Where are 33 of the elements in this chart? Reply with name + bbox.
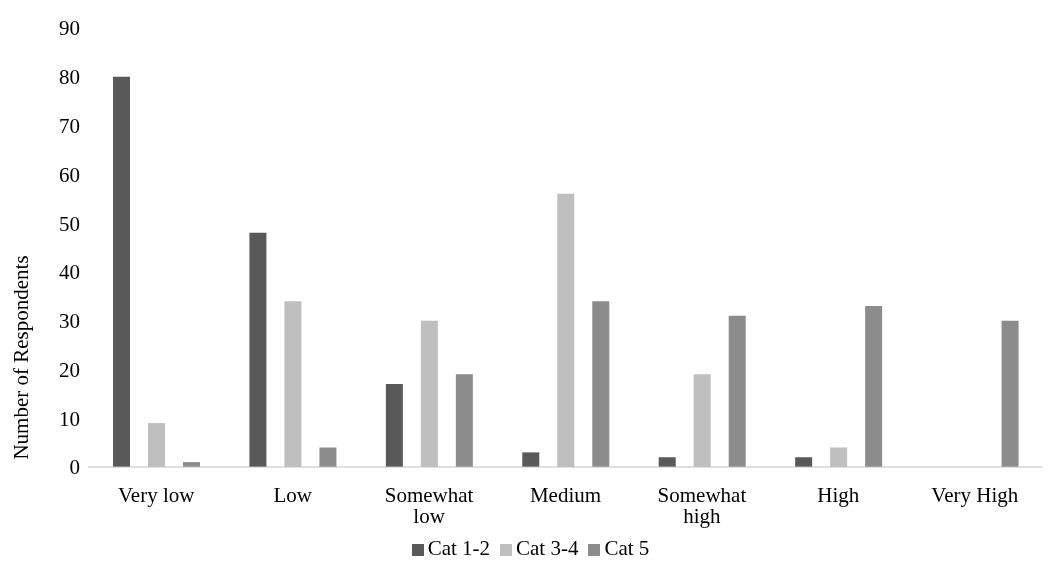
x-tick-label: High — [817, 482, 860, 507]
y-tick-label: 80 — [59, 65, 80, 90]
bar — [795, 457, 813, 467]
y-tick-label: 70 — [59, 114, 80, 139]
x-tick-label: Very High — [931, 482, 1019, 507]
bar — [249, 232, 267, 467]
bar — [865, 306, 883, 467]
y-tick-label: 30 — [59, 309, 80, 334]
y-tick-label: 90 — [59, 16, 80, 41]
x-tick-label: Somewhat low — [384, 482, 474, 528]
y-tick-label: 50 — [59, 211, 80, 236]
legend-label: Cat 3-4 — [516, 536, 579, 560]
y-axis-title: Number of Respondents — [9, 255, 34, 460]
bar — [658, 457, 676, 467]
bar — [319, 447, 337, 467]
y-tick-label: 10 — [59, 406, 80, 431]
legend-label: Cat 1-2 — [427, 536, 491, 560]
bar — [522, 452, 540, 467]
bar — [728, 315, 746, 467]
x-tick-label: Very low — [118, 482, 196, 507]
x-tick-label: Somewhat high — [657, 482, 747, 528]
y-tick-label: 60 — [59, 162, 80, 187]
bar — [592, 301, 610, 467]
x-tick-label: Low — [273, 482, 313, 507]
bar — [455, 374, 473, 467]
legend-label: Cat 5 — [604, 536, 650, 560]
bar — [385, 384, 403, 467]
bar — [1001, 320, 1019, 467]
x-tick-label: Medium — [529, 482, 602, 507]
y-tick-label: 20 — [59, 357, 80, 382]
y-tick-label: 40 — [59, 260, 80, 285]
bar — [113, 76, 130, 467]
y-tick-label: 0 — [69, 455, 80, 480]
